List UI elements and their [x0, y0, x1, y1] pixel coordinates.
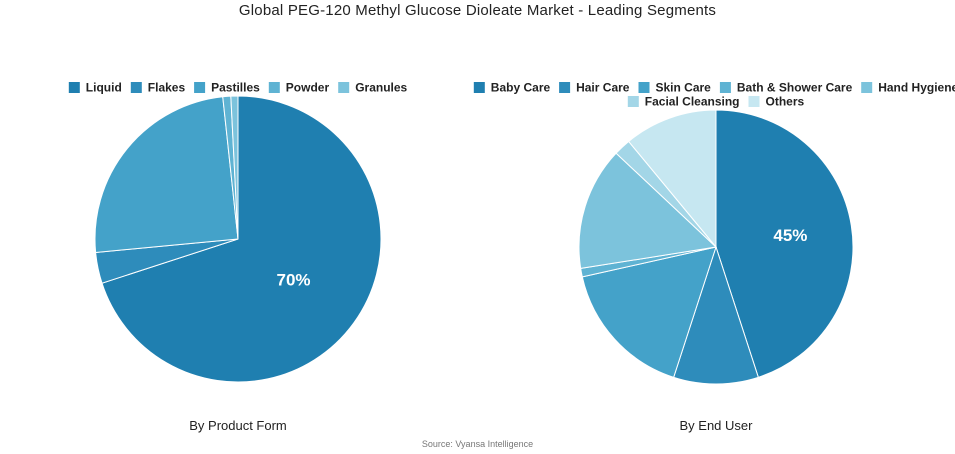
legend-label-liquid: Liquid [86, 81, 122, 95]
legend-label-flakes: Flakes [148, 81, 186, 95]
legend-item-granules: Granules [338, 81, 408, 95]
pie-slice-liquid [101, 95, 382, 383]
legend-swatch-baby-care [473, 82, 485, 93]
legend-label-hand-hygiene: Hand Hygiene [878, 81, 955, 95]
subtitle-end-user: By End User [679, 418, 753, 433]
data-label-liquid: 70% [276, 270, 310, 289]
pie-slice-others [627, 109, 717, 249]
legend-swatch-granules [338, 82, 350, 93]
subtitle-product-form: By Product Form [189, 418, 287, 433]
legend: Baby Care Hair Care Skin Care Bath & Shower… [473, 81, 955, 109]
legend-label-others: Others [766, 95, 805, 109]
legend-swatch-facial-cleansing [627, 96, 639, 107]
pie-slice-hand-hygiene [578, 152, 718, 270]
pie-chart-product-form: 70% Liquid Flakes Pastilles Powder Granules [68, 81, 408, 383]
legend-item-baby-care: Baby Care [473, 81, 551, 95]
legend-item-hand-hygiene: Hand Hygiene [861, 81, 955, 95]
pie-chart-end-user: 45% Baby Care Hair Care Skin Care Bath & Sho… [473, 81, 955, 385]
pie-slice-granules [230, 95, 239, 240]
legend-swatch-hair-care [559, 82, 571, 93]
legend-label-granules: Granules [355, 81, 407, 95]
legend-swatch-pastilles [194, 82, 206, 93]
legend-item-liquid: Liquid [68, 81, 122, 95]
legend-swatch-others [748, 96, 760, 107]
legend-label-bath-and-shower-care: Bath & Shower Care [737, 81, 853, 95]
source-note: Source: Vyansa Intelligence [421, 439, 534, 449]
legend-item-skin-care: Skin Care [638, 81, 712, 95]
legend-label-hair-care: Hair Care [576, 81, 630, 95]
legend-label-baby-care: Baby Care [491, 81, 551, 95]
legend-swatch-powder [268, 82, 280, 93]
legend-label-facial-cleansing: Facial Cleansing [645, 95, 740, 109]
legend-swatch-hand-hygiene [861, 82, 873, 93]
pie-slice-baby-care [715, 109, 854, 378]
legend-item-facial-cleansing: Facial Cleansing [627, 95, 740, 109]
legend-label-powder: Powder [286, 81, 330, 95]
legend-swatch-flakes [130, 82, 142, 93]
legend-item-others: Others [748, 95, 805, 109]
legend-label-skin-care: Skin Care [656, 81, 712, 95]
pie-slice-skin-care [581, 246, 717, 378]
legend: Liquid Flakes Pastilles Powder Granules [68, 81, 408, 95]
legend-item-hair-care: Hair Care [559, 81, 630, 95]
legend-item-bath-and-shower-care: Bath & Shower Care [719, 81, 853, 95]
legend-swatch-bath-and-shower-care [719, 82, 731, 93]
legend-label-pastilles: Pastilles [211, 81, 260, 95]
chart-title: Global PEG-120 Methyl Glucose Dioleate M… [238, 2, 717, 19]
legend-item-flakes: Flakes [130, 81, 186, 95]
legend-item-powder: Powder [268, 81, 330, 95]
legend-swatch-skin-care [638, 82, 650, 93]
data-label-baby-care: 45% [773, 226, 807, 245]
legend-item-pastilles: Pastilles [194, 81, 260, 95]
pie-slice-hair-care [673, 245, 759, 385]
pie-slice-pastilles [94, 96, 239, 254]
legend-swatch-liquid [68, 82, 80, 93]
